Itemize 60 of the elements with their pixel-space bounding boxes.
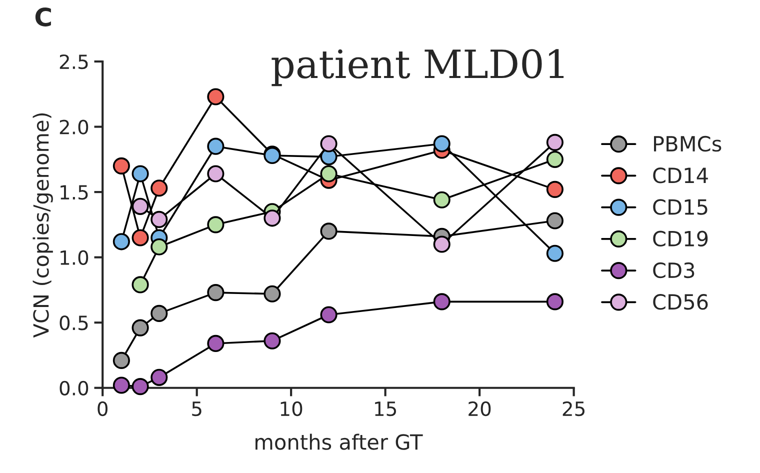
point: [132, 378, 149, 396]
point: [433, 293, 450, 310]
point: [150, 180, 168, 197]
x-tick-label: 5: [192, 402, 202, 416]
point: [150, 210, 168, 228]
point: [132, 165, 149, 182]
chart-title: patient MLD01: [272, 49, 564, 86]
legend-label: CD3: [653, 262, 694, 278]
point: [546, 150, 564, 168]
point: [207, 138, 224, 155]
point: [132, 319, 149, 336]
y-tick-label: 2.5: [60, 54, 88, 70]
point: [132, 198, 149, 215]
legend-label: CD14: [653, 168, 708, 184]
point: [546, 244, 564, 262]
point: [207, 88, 224, 106]
point: [320, 306, 338, 324]
point: [433, 236, 450, 253]
x-tick-label: 0: [98, 401, 108, 416]
point: [150, 304, 168, 322]
y-axis-title: VCN (copies/genome): [32, 113, 53, 338]
legend-label: PBMCs: [654, 136, 722, 152]
point: [546, 293, 564, 310]
point: [546, 212, 564, 230]
text: C: [35, 8, 51, 26]
y-tick-label: 1.5: [60, 185, 88, 200]
x-tick-label: 25: [562, 401, 584, 416]
point: [150, 368, 168, 386]
y-tick-label: 0.5: [60, 316, 88, 330]
point: [264, 210, 281, 227]
point: [320, 165, 338, 182]
point: [112, 352, 130, 369]
point: [433, 135, 450, 152]
point: [112, 233, 130, 250]
point: [207, 216, 224, 234]
x-tick-label: 15: [375, 402, 396, 416]
point: [112, 376, 130, 394]
point: [546, 180, 564, 198]
point: [150, 238, 168, 256]
point: [207, 165, 224, 182]
y-tick-label: 0.0: [60, 380, 88, 396]
point: [264, 332, 281, 350]
point: [207, 334, 224, 352]
legend-label: CD56: [653, 294, 708, 310]
y-tick-label: 1.0: [60, 250, 88, 265]
x-tick-label: 20: [468, 401, 491, 416]
point: [546, 134, 564, 151]
point: [207, 284, 224, 302]
point: [320, 222, 338, 240]
legend-label: CD19: [653, 230, 708, 247]
point: [320, 135, 338, 152]
point: [132, 229, 149, 246]
x-axis-title: months after GT: [256, 434, 423, 450]
point: [132, 276, 149, 294]
point: [433, 191, 450, 208]
y-tick-label: 2.0: [60, 120, 88, 134]
x-tick-label: 10: [280, 401, 302, 416]
point: [264, 285, 281, 302]
legend-label: CD15: [653, 199, 708, 215]
point: [112, 157, 130, 174]
